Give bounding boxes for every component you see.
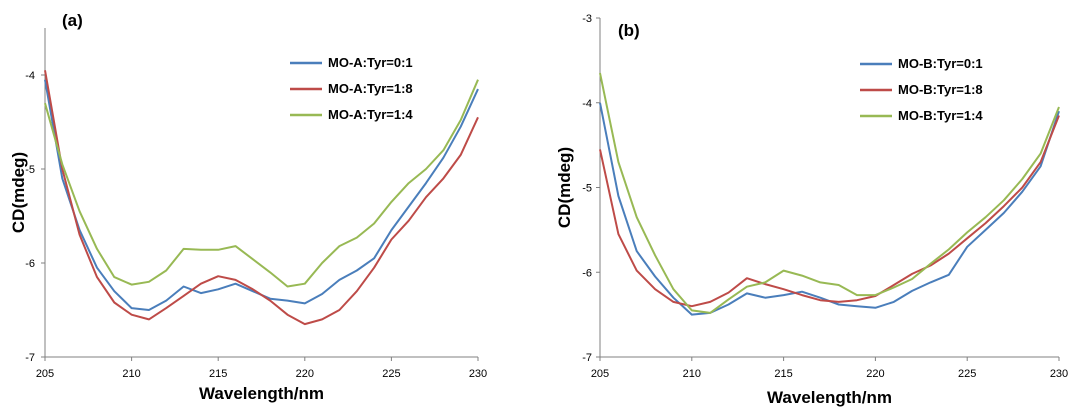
x-tick-label: 220: [866, 368, 884, 380]
legend-label-2: MO-B:Tyr=1:8: [898, 82, 983, 97]
legend-label-1: MO-B:Tyr=0:1: [898, 56, 983, 71]
y-axis-title: CD(mdeg): [555, 147, 574, 228]
x-tick-label: 230: [469, 368, 487, 380]
y-tick-label: -4: [582, 98, 592, 110]
series-line-3: [44, 79, 479, 288]
legend-label-2: MO-A:Tyr=1:8: [328, 81, 413, 96]
panel-label: (a): [62, 11, 83, 30]
y-axis-title: CD(mdeg): [9, 152, 28, 233]
y-tick-label: -7: [25, 352, 35, 364]
y-tick-label: -4: [25, 70, 35, 82]
y-tick-label: -6: [582, 267, 592, 279]
x-tick-label: 230: [1050, 368, 1068, 380]
panel-label: (b): [618, 21, 640, 40]
x-tick-label: 215: [209, 368, 227, 380]
y-tick-label: -5: [25, 164, 35, 176]
y-tick-label: -3: [582, 13, 592, 25]
x-tick-label: 210: [683, 368, 701, 380]
x-tick-label: 225: [958, 368, 976, 380]
x-axis-title: Wavelength/nm: [767, 388, 892, 407]
legend-label-3: MO-B:Tyr=1:4: [898, 108, 983, 123]
series-line-3: [599, 72, 1060, 314]
x-tick-label: 215: [774, 368, 792, 380]
series-line-2: [599, 115, 1060, 308]
chart-panel-b: -7 -6 -5 -4 -3 205 210 215 220 225 230 Wavelength/n…: [555, 13, 1068, 407]
x-axis-title: Wavelength/nm: [199, 384, 324, 403]
x-tick-label: 205: [36, 368, 54, 380]
series-line-1: [44, 79, 479, 311]
chart-panel-a: -7 -6 -5 -4 205 210 215 220 225 230 Wavelength/nm C…: [9, 11, 487, 403]
series-line-2: [44, 70, 479, 326]
x-tick-label: 220: [296, 368, 314, 380]
x-tick-label: 210: [122, 368, 140, 380]
legend-label-1: MO-A:Tyr=0:1: [328, 55, 413, 70]
y-tick-label: -7: [582, 352, 592, 364]
x-tick-label: 205: [591, 368, 609, 380]
y-tick-label: -6: [25, 258, 35, 270]
x-tick-label: 225: [382, 368, 400, 380]
y-tick-label: -5: [582, 183, 592, 195]
legend-label-3: MO-A:Tyr=1:4: [328, 107, 413, 122]
